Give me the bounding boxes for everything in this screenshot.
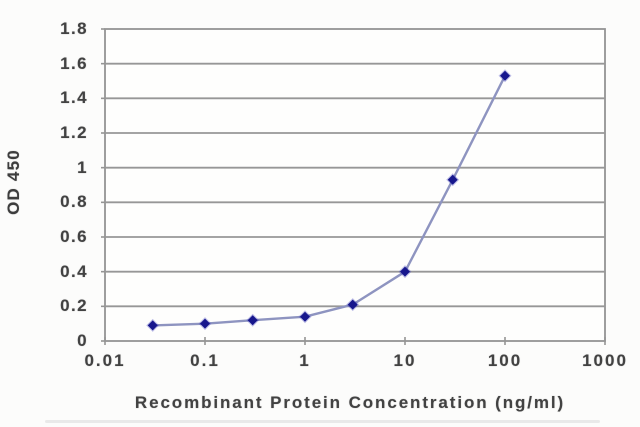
y-tick-label: 1.8 [60,19,88,38]
data-point-marker [500,70,510,81]
y-axis-title: OD 450 [4,149,23,215]
x-tick-label: 1 [299,351,311,370]
y-tick-label: 0.4 [60,261,88,281]
data-point-marker [247,315,258,326]
y-tick-label: 0 [77,331,88,350]
x-tick-label: 10 [393,351,417,370]
y-tick-label: 0.6 [60,227,88,246]
data-point-marker [447,174,458,185]
x-tick-label: 100 [487,351,523,370]
series-line [152,75,507,327]
bottom-artifact-divider [45,420,600,423]
data-point-marker [400,266,410,277]
y-tick-label: 1.4 [60,88,88,108]
x-tick-label: 0.1 [190,351,220,370]
y-tick-label: 1.2 [60,123,88,142]
x-axis-title: Recombinant Protein Concentration (ng/ml… [134,393,566,412]
x-tick-label: 1000 [582,351,628,370]
data-point-marker [300,311,310,322]
data-point-marker [200,318,210,329]
y-tick-label: 1.6 [60,53,88,73]
data-point-marker [147,320,158,331]
y-tick-label: 0.2 [60,296,88,316]
x-tick-label: 0.01 [84,351,126,370]
data-point-marker [347,299,358,310]
y-tick-label: 1 [77,157,88,177]
plot-border [104,28,606,342]
y-tick-label: 0.8 [60,192,88,212]
